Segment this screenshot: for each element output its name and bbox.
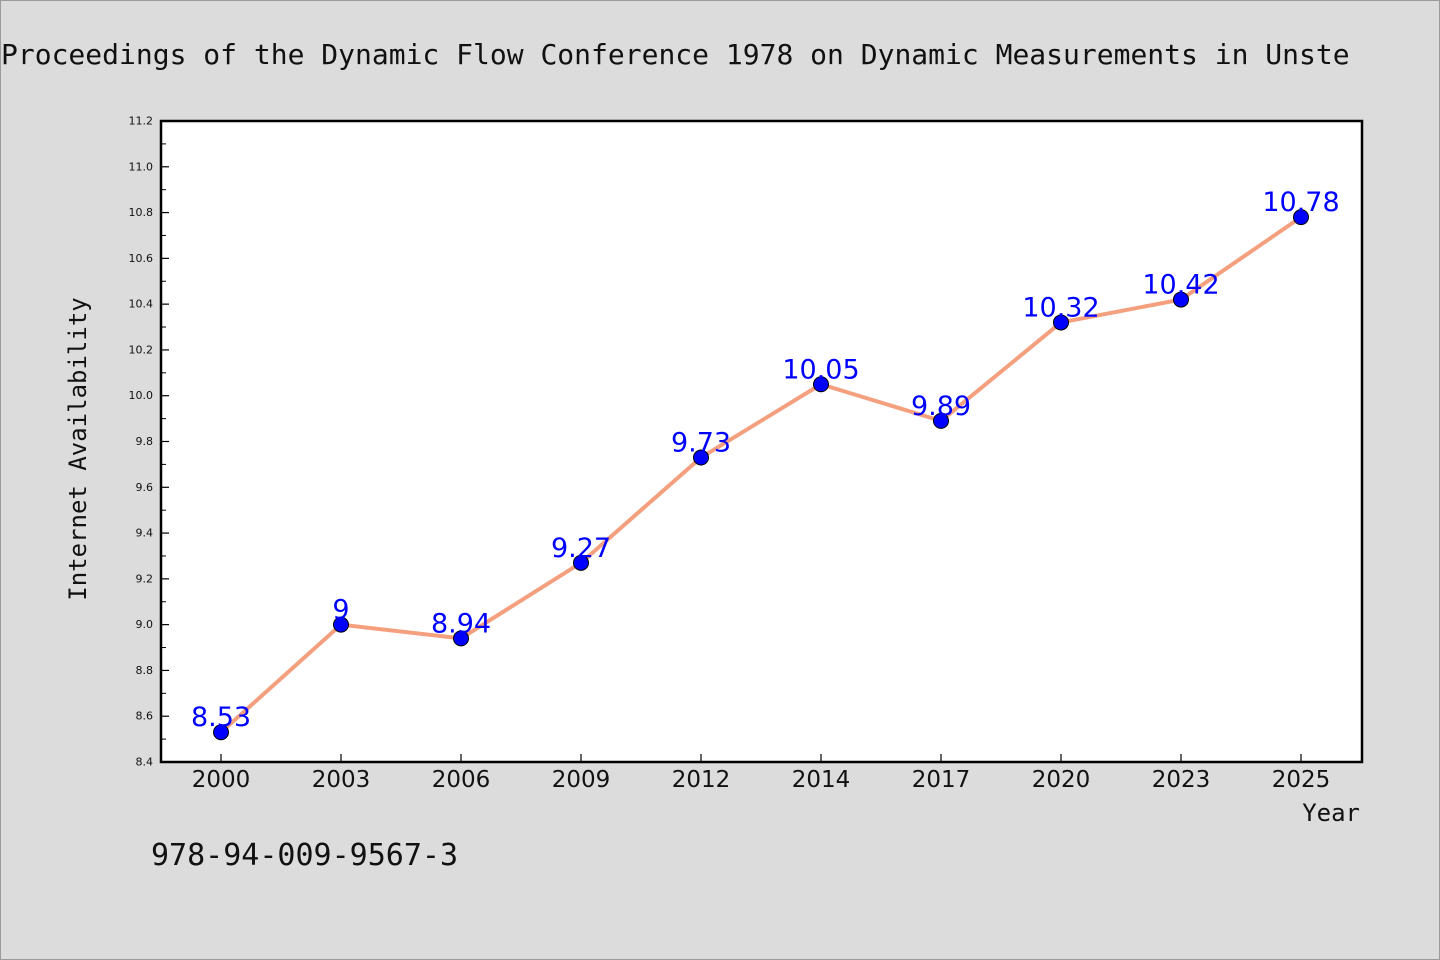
y-tick-label: 9.6 <box>136 481 154 494</box>
x-tick-label: 2023 <box>1152 767 1211 793</box>
y-tick-label: 10.6 <box>129 252 154 265</box>
data-point <box>813 376 829 393</box>
data-label: 10.42 <box>1142 270 1219 301</box>
x-tick-label: 2009 <box>552 767 611 793</box>
x-tick-label: 2020 <box>1032 767 1091 793</box>
x-tick-label: 2017 <box>912 767 971 793</box>
data-point <box>693 449 709 466</box>
x-axis-label: Year <box>1302 799 1360 827</box>
x-tick-label: 2006 <box>432 767 491 793</box>
y-tick-label: 11.0 <box>129 160 154 173</box>
isbn-annotation: 978-94-009-9567-3 <box>151 838 458 873</box>
data-label: 10.32 <box>1022 292 1099 323</box>
x-tick-label: 2025 <box>1272 767 1331 793</box>
y-axis-label: Internet Availability <box>64 297 92 600</box>
data-point <box>333 616 349 633</box>
y-tick-label: 10.0 <box>129 389 154 402</box>
data-point <box>1173 291 1189 308</box>
y-tick-label: 8.4 <box>136 756 154 769</box>
data-point <box>213 724 229 741</box>
x-tick-label: 2000 <box>192 767 251 793</box>
y-tick-label: 9.0 <box>136 618 154 631</box>
y-tick-label: 11.2 <box>129 115 154 128</box>
data-label: 9.89 <box>911 391 971 422</box>
x-tick-label: 2012 <box>672 767 731 793</box>
x-tick-label: 2003 <box>312 767 371 793</box>
y-tick-label: 8.6 <box>136 710 154 723</box>
data-label: 8.94 <box>431 608 491 639</box>
data-label: 9 <box>332 595 349 626</box>
data-label: 9.27 <box>551 533 611 564</box>
data-label: 10.05 <box>782 354 859 385</box>
data-point <box>573 554 589 571</box>
data-label: 10.78 <box>1262 187 1339 218</box>
y-tick-label: 9.2 <box>136 572 154 585</box>
data-label: 8.53 <box>191 702 251 733</box>
x-axis: 2000 2003 2006 2009 2012 2014 2017 2020 2023 2025 <box>192 754 1331 793</box>
chart-title: Proceedings of the Dynamic Flow Conferen… <box>1 38 1350 71</box>
y-tick-label: 10.2 <box>129 343 154 356</box>
data-point <box>933 412 949 429</box>
y-tick-label: 10.4 <box>129 298 154 311</box>
data-label: 9.73 <box>671 428 731 459</box>
plot-area <box>159 119 1364 764</box>
y-tick-label: 10.8 <box>129 206 154 219</box>
data-point <box>1053 314 1069 331</box>
y-axis: 8.4 8.6 8.8 9.0 9.2 9.4 9.6 9.8 10.0 10.2 10.4 10.6… <box>129 115 169 769</box>
x-tick-label: 2014 <box>792 767 851 793</box>
series-markers <box>213 209 1309 741</box>
data-point <box>453 630 469 647</box>
y-tick-label: 9.4 <box>136 527 154 540</box>
data-point <box>1293 209 1309 226</box>
data-labels: 8.53 9 8.94 9.27 9.73 10.05 9.89 10.32 10.42 10.7… <box>191 187 1340 733</box>
y-tick-label: 8.8 <box>136 664 154 677</box>
series-line <box>219 215 1303 735</box>
y-tick-label: 9.8 <box>136 435 154 448</box>
